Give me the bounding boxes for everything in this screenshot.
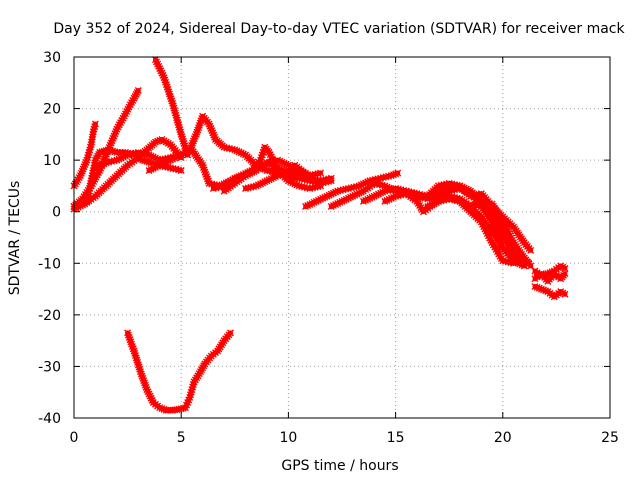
data-point <box>317 182 325 190</box>
y-tick-label: -20 <box>38 308 61 324</box>
data-point <box>89 130 97 138</box>
data-point <box>136 365 144 373</box>
data-point <box>87 141 95 149</box>
data-point <box>392 170 400 178</box>
data-point <box>135 363 143 371</box>
data-point <box>96 148 104 156</box>
data-point <box>510 259 518 267</box>
series-track-15 <box>402 179 528 270</box>
data-point <box>561 290 569 298</box>
data-point <box>535 284 543 292</box>
data-point <box>156 404 164 412</box>
x-tick-label: 10 <box>279 430 297 446</box>
data-point <box>131 352 139 360</box>
series-track-2 <box>70 87 142 211</box>
series-track-3 <box>70 136 185 213</box>
data-point <box>132 354 140 362</box>
data-point <box>327 174 335 182</box>
data-point <box>116 148 124 156</box>
series-track-20 <box>531 282 569 301</box>
x-tick-label: 20 <box>494 430 512 446</box>
data-point <box>88 138 96 146</box>
x-tick-label: 25 <box>601 430 619 446</box>
y-tick-label: -40 <box>38 411 61 427</box>
data-point <box>527 246 535 254</box>
data-point <box>394 169 402 177</box>
data-point <box>317 169 325 177</box>
series-track-5 <box>151 56 192 159</box>
data-point <box>537 285 545 293</box>
data-point <box>180 140 188 148</box>
data-point <box>113 148 121 156</box>
data-point <box>88 133 96 141</box>
data-point <box>178 133 186 141</box>
data-series <box>70 56 569 414</box>
y-tick-label: 10 <box>43 153 61 169</box>
data-point <box>143 157 151 165</box>
y-tick-label: 0 <box>52 205 61 221</box>
y-tick-label: 20 <box>43 102 61 118</box>
data-point <box>227 329 235 337</box>
data-point <box>531 282 539 290</box>
data-point <box>533 283 541 291</box>
data-point <box>181 142 189 150</box>
data-point <box>179 135 187 143</box>
data-point <box>542 287 550 295</box>
data-point <box>130 347 138 355</box>
data-point <box>561 270 569 278</box>
data-point <box>540 286 548 294</box>
data-point <box>537 272 545 280</box>
data-point <box>561 264 569 272</box>
data-point <box>88 136 96 144</box>
data-point <box>134 87 142 95</box>
grid-lines <box>74 57 610 418</box>
data-point <box>91 120 99 128</box>
series-track-11 <box>302 169 402 211</box>
series-track-22 <box>124 329 235 414</box>
x-tick-label: 15 <box>387 430 405 446</box>
y-tick-label: -30 <box>38 359 61 375</box>
data-point <box>154 137 162 145</box>
data-point <box>540 271 548 279</box>
y-axis-label: SDTVAR / TECUs <box>7 181 23 296</box>
data-point <box>490 221 498 229</box>
data-point <box>542 270 550 278</box>
data-point <box>306 174 314 182</box>
y-tick-label: -10 <box>38 256 61 272</box>
series-track-10 <box>242 161 314 193</box>
data-point <box>177 130 185 138</box>
plot-frame <box>73 56 611 419</box>
data-point <box>134 358 142 366</box>
data-point <box>179 137 187 145</box>
data-point <box>546 269 554 277</box>
data-point <box>133 356 141 364</box>
data-point <box>151 138 159 146</box>
data-point <box>98 148 106 156</box>
data-point <box>389 171 397 179</box>
chart-title: Day 352 of 2024, Sidereal Day-to-day VTE… <box>53 21 625 37</box>
data-point <box>548 268 556 276</box>
data-point <box>387 172 395 180</box>
data-point <box>177 166 185 174</box>
series-track-18 <box>467 200 535 254</box>
data-point <box>158 405 166 413</box>
data-point <box>544 270 552 278</box>
y-tick-label: 30 <box>43 50 61 66</box>
series-track-4 <box>70 120 99 190</box>
series-track-21 <box>531 262 569 280</box>
x-axis-label: GPS time / hours <box>281 458 398 474</box>
data-point <box>134 361 142 369</box>
axis-ticks: 0 5 10 15 20 25 -40 -30 -20 -10 0 10 20 30 <box>38 50 619 446</box>
x-tick-label: 0 <box>70 430 79 446</box>
x-tick-label: 5 <box>177 430 186 446</box>
data-point <box>131 349 139 357</box>
